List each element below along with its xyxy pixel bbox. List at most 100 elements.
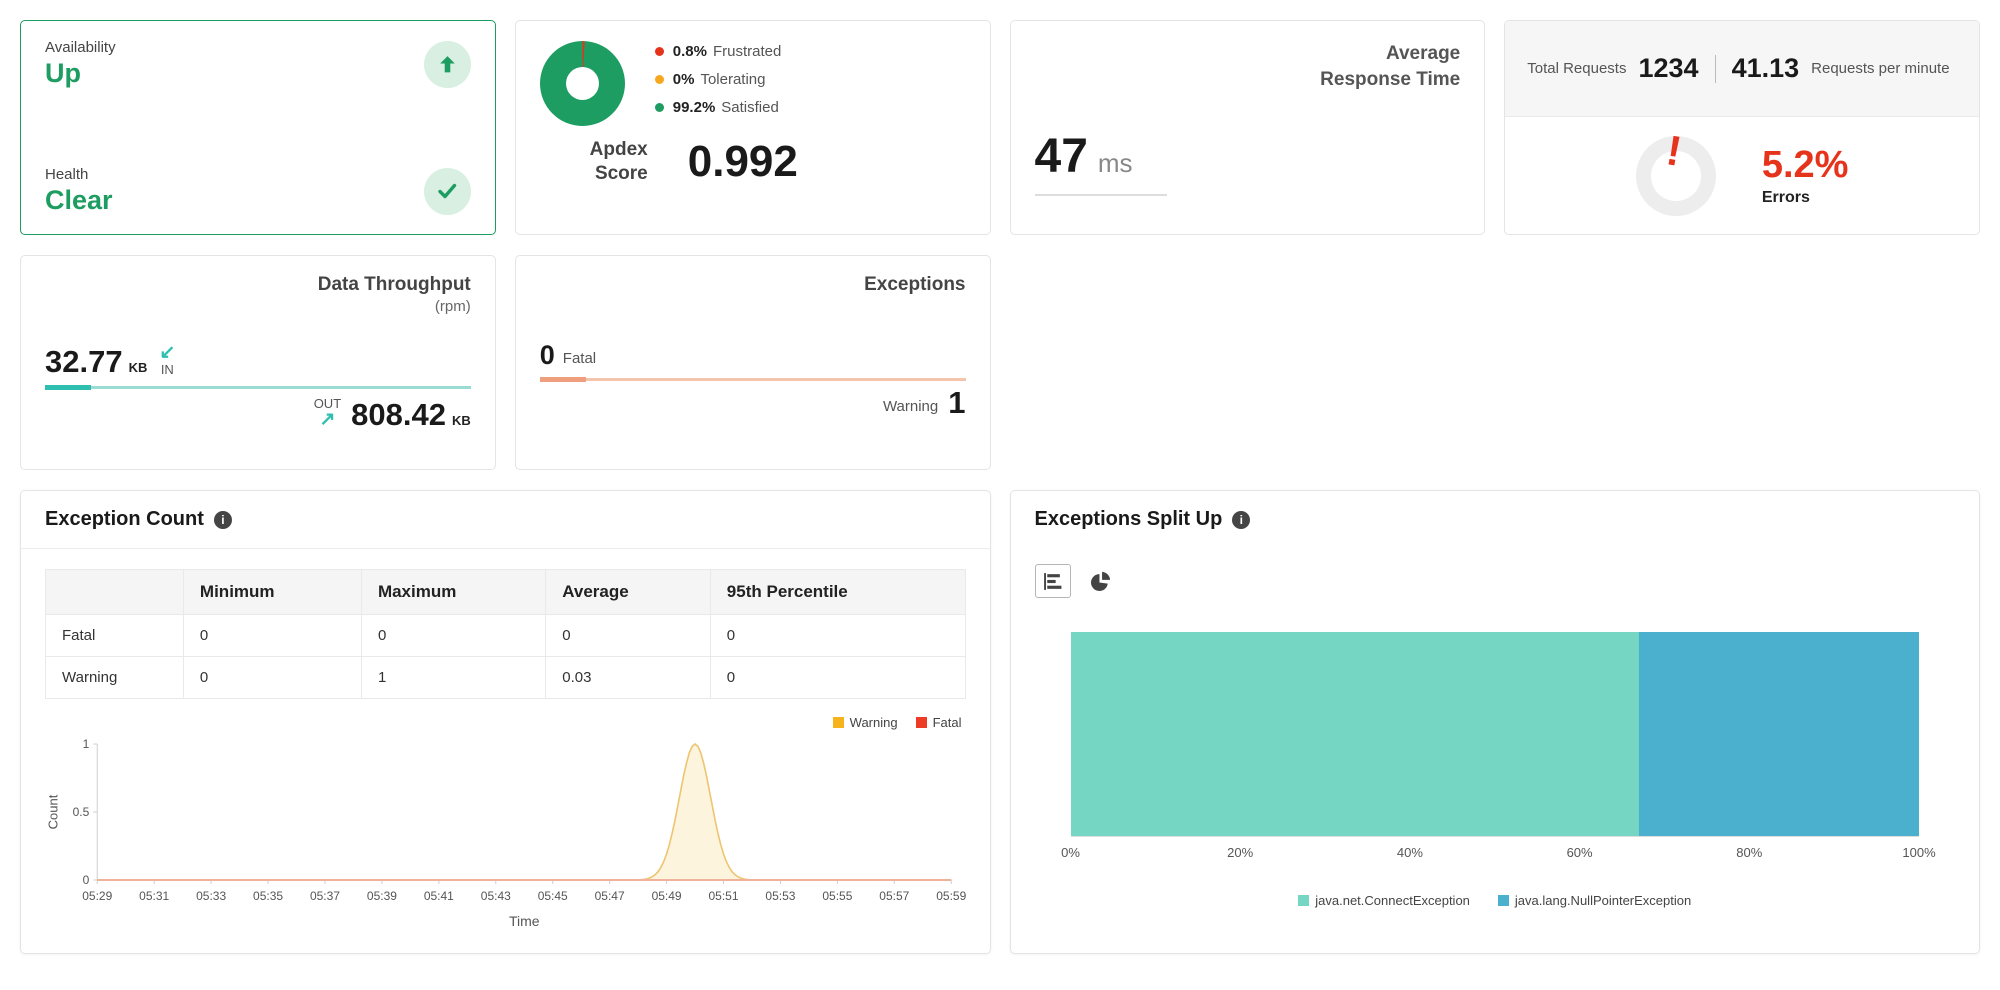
apdex-donut-chart [539,41,625,126]
check-icon [423,167,471,215]
throughput-in-value: 32.77 [45,343,123,379]
svg-text:0.5: 0.5 [73,805,90,819]
legend-swatch-icon [1497,895,1509,906]
health-label: Health [45,166,89,183]
availability-block: Availability Up [45,39,471,89]
x-tick-label: 60% [1566,845,1593,860]
response-time-number: 47 [1034,130,1088,183]
health-block: Health Clear [45,166,471,216]
response-time-title: Average Response Time [1320,43,1461,90]
throughput-in-label: IN [160,361,174,377]
throughput-out-indicator: OUT ↗ [313,395,342,431]
throughput-out-label: OUT [313,395,342,411]
x-tick-label: 40% [1396,845,1423,860]
svg-text:05:41: 05:41 [424,889,454,903]
x-tick-label: 80% [1736,845,1763,860]
response-time-value: 47 ms [1034,129,1167,196]
x-tick-label: 0% [1061,845,1080,860]
legend-item[interactable]: java.net.ConnectException [1298,893,1470,908]
legend-swatch-icon [832,717,844,728]
throughput-in-unit: KB [128,359,148,375]
svg-text:05:59: 05:59 [936,889,965,903]
table-cell: 0 [360,614,547,657]
apdex-score-label: Apdex Score [589,139,648,184]
data-throughput-card: Data Throughput (rpm) 32.77 KB ↙ IN OUT … [20,255,496,470]
apdex-card: 0.8% Frustrated 0% Tolerating 99.2% Satisfied… [514,20,991,235]
legend-item[interactable]: java.lang.NullPointerException [1497,893,1691,908]
info-icon[interactable] [213,510,232,529]
svg-text:05:39: 05:39 [367,889,397,903]
apdex-legend-item: 99.2% Satisfied [654,99,782,116]
warning-row: Warning 1 [540,387,966,418]
exceptions-split-up-card: Exceptions Split Up [1009,490,1980,954]
total-requests-value: 1234 [1638,53,1699,83]
svg-text:0: 0 [83,873,90,887]
throughput-in-row: 32.77 KB ↙ IN [45,343,471,377]
apdex-score-value: 0.992 [687,137,798,186]
legend-dot-icon [654,103,664,112]
table-cell: 1 [360,656,547,699]
x-axis-line [1070,836,1919,837]
table-cell: 0 [709,656,966,699]
fatal-label: Fatal [562,350,597,367]
requests-rate-value: 41.13 [1731,53,1800,83]
exceptions-card: Exceptions 0 Fatal Warning 1 [514,255,991,470]
apdex-legend: 0.8% Frustrated 0% Tolerating 99.2% Satisfied [654,43,782,127]
svg-text:Time: Time [509,913,540,929]
x-axis-ticks: 0% 20% 40% 60% 80% 100% [1061,845,1936,867]
requests-header: Total Requests 1234 41.13 Requests per m… [1505,21,1979,117]
table-header-cell: Average [545,569,711,615]
throughput-out-row: OUT ↗ 808.42 KB [45,395,471,433]
bar-segment[interactable] [1070,632,1639,836]
split-up-head: Exceptions Split Up [1011,491,1980,548]
table-cell: 0 [545,614,711,657]
info-icon[interactable] [1232,510,1251,529]
availability-label: Availability [45,39,116,56]
exception-stats-table: Minimum Maximum Average 95th Percentile Fat… [45,569,966,699]
table-cell: 0.03 [545,656,711,699]
legend-dot-icon [654,47,664,56]
legend-item-fatal[interactable]: Fatal [915,715,962,730]
total-requests-label: Total Requests [1527,60,1627,77]
svg-text:Count: Count [45,794,60,829]
warning-label: Warning [882,398,939,415]
exception-count-chart: 0 0.5 1 05:29 05:31 05:33 05:35 05:37 05:39 05:41… [45,737,965,929]
bar-chart-toggle[interactable] [1034,564,1071,598]
response-time-unit: ms [1097,148,1133,178]
arrow-up-icon [423,40,471,88]
svg-text:05:31: 05:31 [139,889,169,903]
x-tick-label: 100% [1902,845,1936,860]
availability-value: Up [45,58,81,88]
throughput-out-value: 808.42 [351,397,446,433]
table-header-cell: Minimum [182,569,362,615]
svg-text:05:33: 05:33 [196,889,226,903]
count-chart-legend: Warning Fatal [49,715,962,730]
pie-chart-toggle[interactable] [1082,564,1119,598]
errors-percentage: 5.2% [1761,144,1849,187]
exceptions-title: Exceptions [864,274,966,295]
warning-value: 1 [948,385,966,420]
exception-count-card: Exception Count MinimumMaximumAverage95t… [20,490,991,954]
health-value: Clear [45,185,113,215]
svg-text:05:29: 05:29 [82,889,112,903]
row-name-cell: Warning [45,656,184,699]
throughput-in-indicator: ↙ IN [159,343,175,377]
svg-text:05:53: 05:53 [765,889,795,903]
errors-section: 5.2% Errors [1505,117,1979,234]
apdex-top: 0.8% Frustrated 0% Tolerating 99.2% Satisfied [539,41,966,127]
svg-text:05:37: 05:37 [310,889,340,903]
errors-label: Errors [1761,188,1810,206]
table-row: Warning 0 1 0.03 0 [45,656,966,699]
throughput-subtitle: (rpm) [434,298,471,315]
apdex-bottom: Apdex Score 0.992 [582,137,966,187]
bar-segment[interactable] [1638,632,1919,836]
svg-text:05:47: 05:47 [595,889,625,903]
divider [1714,54,1716,83]
table-header-cell: 95th Percentile [709,569,966,615]
svg-text:05:35: 05:35 [253,889,283,903]
table-header-cell [45,569,184,615]
legend-item-warning[interactable]: Warning [832,715,898,730]
table-header-row: Minimum Maximum Average 95th Percentile [45,569,966,615]
arrow-down-left-icon: ↙ [159,342,176,363]
